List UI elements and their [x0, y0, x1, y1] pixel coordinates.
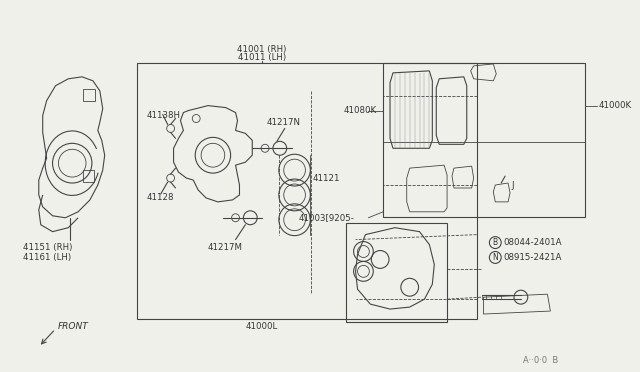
Text: A··0·0  B: A··0·0 B	[523, 356, 558, 365]
Text: 41011 (LH): 41011 (LH)	[238, 54, 286, 62]
Text: 41161 (LH): 41161 (LH)	[23, 253, 71, 262]
Bar	[137, 63, 477, 319]
Text: B: B	[493, 238, 498, 247]
Text: 41000L: 41000L	[246, 323, 278, 331]
Text: J: J	[511, 180, 513, 189]
Text: 41003[9205-: 41003[9205-	[298, 213, 355, 222]
Text: 41128: 41128	[147, 193, 175, 202]
Text: 41217M: 41217M	[208, 243, 243, 252]
Bar	[346, 223, 447, 322]
Text: 08915-2421A: 08915-2421A	[503, 253, 561, 262]
Text: N: N	[492, 253, 498, 262]
Text: 41080K: 41080K	[344, 106, 377, 115]
Text: 41217N: 41217N	[267, 118, 301, 127]
Text: 41121: 41121	[312, 174, 340, 183]
Text: FRONT: FRONT	[58, 323, 88, 331]
Text: 08044-2401A: 08044-2401A	[503, 238, 562, 247]
Text: 41001 (RH): 41001 (RH)	[237, 45, 287, 54]
Text: 41000K: 41000K	[598, 101, 632, 110]
Bar	[383, 63, 585, 217]
Text: 41151 (RH): 41151 (RH)	[23, 243, 72, 252]
Text: 41138H: 41138H	[147, 111, 181, 120]
